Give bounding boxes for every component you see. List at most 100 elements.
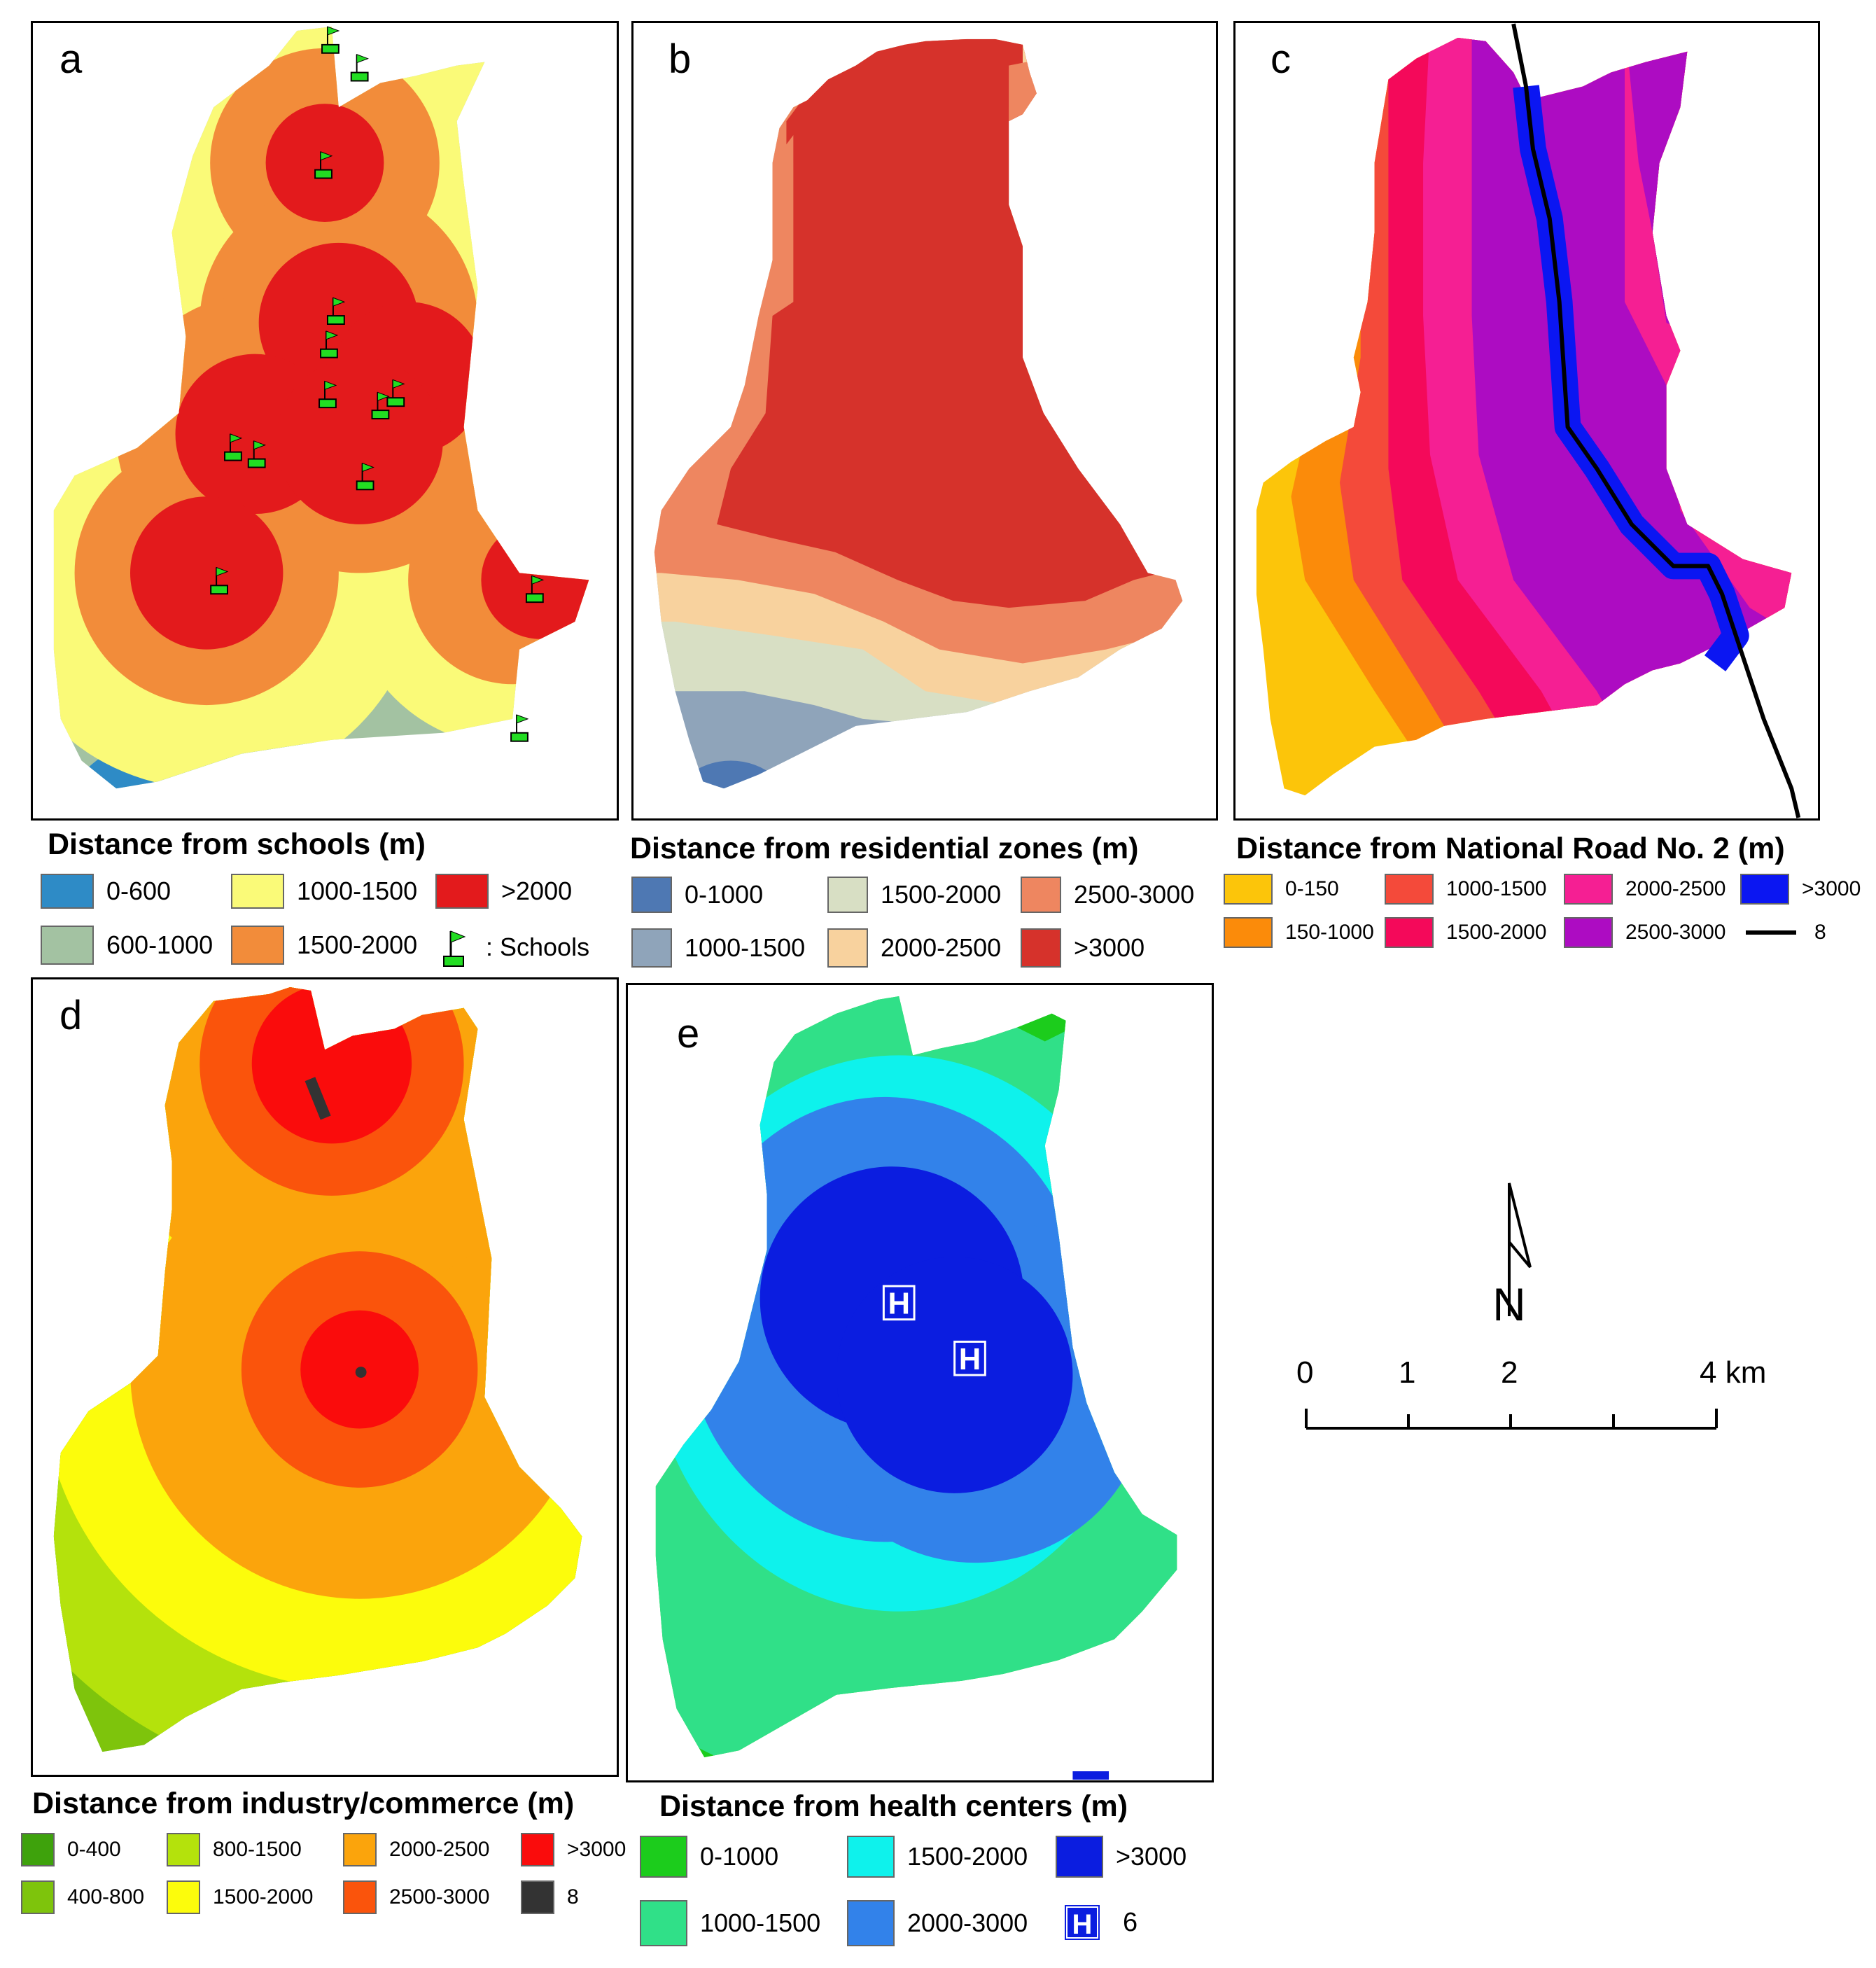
legend-label: 2500-3000: [1074, 880, 1195, 909]
legend-label: 1000-1500: [685, 933, 806, 962]
legend-label: 1500-2000: [213, 1885, 314, 1908]
schools-distance-raster: [53, 26, 589, 789]
legend-label: 0-600: [106, 877, 172, 905]
legend-item: 2000-2500: [827, 928, 1001, 968]
legend-item: 2000-2500: [343, 1833, 489, 1866]
legend-item: 600-1000: [41, 926, 213, 965]
industry-distance-raster: [53, 987, 582, 1752]
legend-item: 0-600: [41, 874, 171, 909]
legend-swatch: [631, 928, 672, 968]
legend-title-road: Distance from National Road No. 2 (m): [1236, 832, 1785, 865]
legend-item: 2500-3000: [343, 1880, 489, 1914]
legend-label: 0-1000: [700, 1842, 779, 1871]
panel-d-map: d: [31, 977, 619, 1777]
legend-item: 0-150: [1224, 874, 1339, 905]
legend-item: 0-400: [21, 1833, 121, 1866]
legend-title-health: Distance from health centers (m): [659, 1789, 1128, 1823]
legend-swatch: [1021, 877, 1061, 913]
legend-item: >3000: [1056, 1836, 1186, 1878]
legend-swatch: [1740, 874, 1789, 905]
legend-item: 1500-2000: [827, 877, 1001, 913]
legend-label: 8: [1814, 921, 1826, 944]
school-flag-icon: [386, 379, 405, 407]
legend-item: 1500-2000: [1385, 917, 1546, 948]
legend-item: 400-800: [21, 1880, 144, 1914]
legend-swatch: [1224, 917, 1273, 948]
legend-swatch: [847, 1836, 895, 1878]
legend-label: 2500-3000: [389, 1885, 490, 1908]
legend-title-schools: Distance from schools (m): [48, 828, 426, 861]
legend-item: 2500-3000: [1564, 917, 1726, 948]
school-flag-icon: [321, 26, 340, 54]
panel-a-map: a: [31, 21, 619, 821]
hospital-h-icon: H: [888, 1287, 910, 1321]
school-flag-icon: [371, 391, 390, 420]
school-flag-icon: [247, 440, 267, 468]
school-flag-icon: [443, 930, 466, 967]
legend-label: 2000-2500: [389, 1838, 490, 1861]
legend-swatch: [827, 928, 868, 968]
hospital-h-icon: H: [959, 1342, 981, 1376]
legend-item: >3000: [1740, 874, 1861, 905]
road-line: [1511, 23, 1801, 818]
legend-item: 1000-1500: [631, 928, 805, 968]
scale-label-1: 1: [1399, 1355, 1416, 1390]
legend-item: 0-1000: [631, 877, 763, 913]
legend-label: >3000: [1074, 933, 1145, 962]
school-flag-icon: [318, 380, 337, 409]
legend-label: 2000-3000: [907, 1908, 1028, 1937]
legend-item: 0-1000: [640, 1836, 778, 1878]
legend-swatch: [1224, 874, 1273, 905]
panel-b-map: b: [631, 21, 1218, 821]
school-flag-icon: [210, 566, 229, 595]
legend-label: 1500-2000: [1446, 921, 1547, 944]
legend-label: 150-1000: [1285, 921, 1374, 944]
legend-label: : Schools: [486, 933, 590, 961]
legend-item-schools: : Schools: [440, 926, 589, 969]
panel-e-map: H H e: [626, 983, 1214, 1782]
commerce-site-marker: [355, 1367, 367, 1378]
legend-swatch: [435, 874, 489, 909]
legend-label: 2000-2500: [881, 933, 1002, 962]
scale-bar: [1305, 1409, 1718, 1430]
scale-label-0: 0: [1296, 1355, 1314, 1390]
legend-item-road: 8: [1743, 920, 1826, 945]
legend-swatch: [21, 1880, 55, 1914]
legend-label: 2500-3000: [1625, 921, 1726, 944]
legend-swatch: [231, 874, 284, 909]
school-markers: [210, 26, 545, 742]
hospital-marker: [1072, 1771, 1110, 1780]
legend-item: 2500-3000: [1021, 877, 1194, 913]
scale-label-4km: 4 km: [1700, 1355, 1767, 1390]
hospital-h-icon: H: [1063, 1904, 1101, 1941]
legend-label: 8: [567, 1885, 579, 1908]
north-arrow-icon: N: [1492, 1182, 1532, 1330]
legend-swatch: [41, 874, 94, 909]
school-flag-icon: [525, 575, 545, 603]
legend-item: >3000: [521, 1833, 626, 1866]
legend-item: 1500-2000: [167, 1880, 313, 1914]
legend-swatch: [1385, 917, 1434, 948]
legend-swatch: [167, 1880, 200, 1914]
legend-label: 0-150: [1285, 877, 1339, 900]
legend-swatch: [640, 1900, 687, 1946]
legend-swatch: [847, 1900, 895, 1946]
svg-text:H: H: [1072, 1909, 1093, 1940]
school-flag-icon: [314, 151, 333, 179]
scale-label-2: 2: [1501, 1355, 1518, 1390]
legend-item: 8: [521, 1880, 579, 1914]
school-flag-icon: [356, 462, 374, 491]
legend-swatch: [167, 1833, 200, 1866]
school-flag-icon: [224, 433, 243, 461]
legend-label: 6: [1123, 1907, 1138, 1937]
panel-letter-b: b: [668, 36, 692, 82]
legend-swatch: [1564, 917, 1613, 948]
school-flag-icon: [320, 330, 339, 358]
legend-swatch: [21, 1833, 55, 1866]
legend-item: 1500-2000: [847, 1836, 1028, 1878]
school-flag-icon: [326, 297, 346, 325]
legend-swatch: [1021, 928, 1061, 968]
legend-label: 1000-1500: [297, 877, 418, 905]
legend-item: >3000: [1021, 928, 1144, 968]
legend-swatch: [1056, 1836, 1103, 1878]
